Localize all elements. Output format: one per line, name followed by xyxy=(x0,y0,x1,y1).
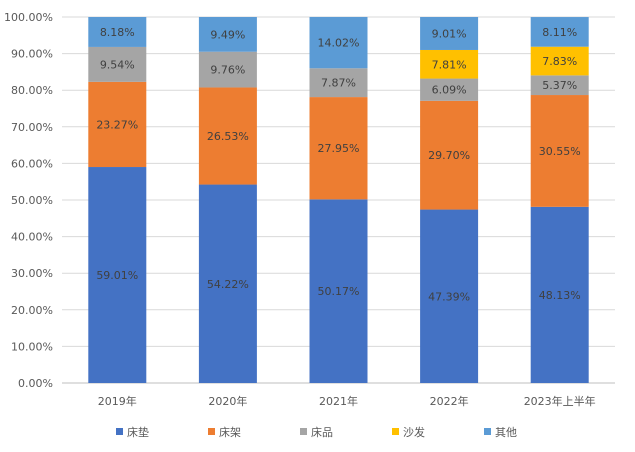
y-tick-label: 70.00% xyxy=(11,121,53,134)
bar-segment xyxy=(420,49,479,79)
data-label: 54.22% xyxy=(207,278,249,291)
bar-segment xyxy=(420,17,479,50)
bar-segment xyxy=(198,17,257,52)
x-tick-label: 2023年上半年 xyxy=(524,394,596,408)
data-label: 47.39% xyxy=(428,290,470,303)
legend-label: 床垫 xyxy=(127,425,149,439)
x-tick-label: 2019年 xyxy=(98,394,137,408)
bar-segment xyxy=(309,97,368,200)
bar-segment xyxy=(420,209,479,383)
legend-label: 床品 xyxy=(311,425,333,439)
legend-swatch xyxy=(116,428,123,435)
data-label: 26.53% xyxy=(207,130,249,143)
bar-segment xyxy=(530,17,589,47)
data-label: 8.11% xyxy=(542,26,577,39)
bar-segment xyxy=(88,46,147,82)
bar-segment xyxy=(198,87,257,185)
legend-label: 沙发 xyxy=(403,425,425,439)
legend-swatch xyxy=(392,428,399,435)
y-tick-label: 20.00% xyxy=(11,304,53,317)
data-label: 7.87% xyxy=(321,77,356,90)
legend-label: 床架 xyxy=(219,425,241,439)
data-label: 48.13% xyxy=(539,289,581,302)
data-label: 9.76% xyxy=(210,64,245,77)
legend-swatch xyxy=(208,428,215,435)
y-tick-label: 60.00% xyxy=(11,157,53,170)
bar-segment xyxy=(530,75,589,96)
data-label: 27.95% xyxy=(318,142,360,155)
data-label: 30.55% xyxy=(539,145,581,158)
y-tick-label: 50.00% xyxy=(11,194,53,207)
y-tick-label: 30.00% xyxy=(11,267,53,280)
y-tick-label: 10.00% xyxy=(11,340,53,353)
legend-swatch xyxy=(484,428,491,435)
y-tick-label: 80.00% xyxy=(11,84,53,97)
data-label: 9.01% xyxy=(432,27,467,40)
x-tick-label: 2022年 xyxy=(430,394,469,408)
bar-segment xyxy=(530,95,589,207)
bar-segment xyxy=(88,167,147,383)
x-tick-label: 2020年 xyxy=(208,394,247,408)
y-tick-label: 90.00% xyxy=(11,48,53,61)
legend-label: 其他 xyxy=(495,426,517,439)
data-label: 59.01% xyxy=(96,269,138,282)
data-label: 23.27% xyxy=(96,118,138,131)
bar-segment xyxy=(198,51,257,88)
data-label: 29.70% xyxy=(428,149,470,162)
data-label: 7.81% xyxy=(432,58,467,71)
y-tick-label: 40.00% xyxy=(11,231,53,244)
data-label: 6.09% xyxy=(432,84,467,97)
bar-segment xyxy=(309,68,368,98)
legend-swatch xyxy=(300,428,307,435)
y-tick-label: 100.00% xyxy=(4,11,53,24)
x-tick-label: 2021年 xyxy=(319,394,358,408)
bar-segment xyxy=(309,199,368,383)
data-label: 14.02% xyxy=(318,37,360,50)
bar-segment xyxy=(88,17,147,47)
bar-segment xyxy=(530,206,589,383)
data-label: 50.17% xyxy=(318,285,360,298)
bar-segment xyxy=(420,100,479,210)
data-label: 9.49% xyxy=(210,28,245,41)
data-label: 7.83% xyxy=(542,55,577,68)
bar-segment xyxy=(530,46,589,76)
data-label: 9.54% xyxy=(100,58,135,71)
bar-segment xyxy=(420,78,479,101)
data-label: 8.18% xyxy=(100,26,135,39)
bar-segment xyxy=(198,184,257,383)
bar-segment xyxy=(309,16,368,69)
data-label: 5.37% xyxy=(542,79,577,92)
bar-segment xyxy=(88,81,147,168)
y-tick-label: 0.00% xyxy=(18,377,53,390)
